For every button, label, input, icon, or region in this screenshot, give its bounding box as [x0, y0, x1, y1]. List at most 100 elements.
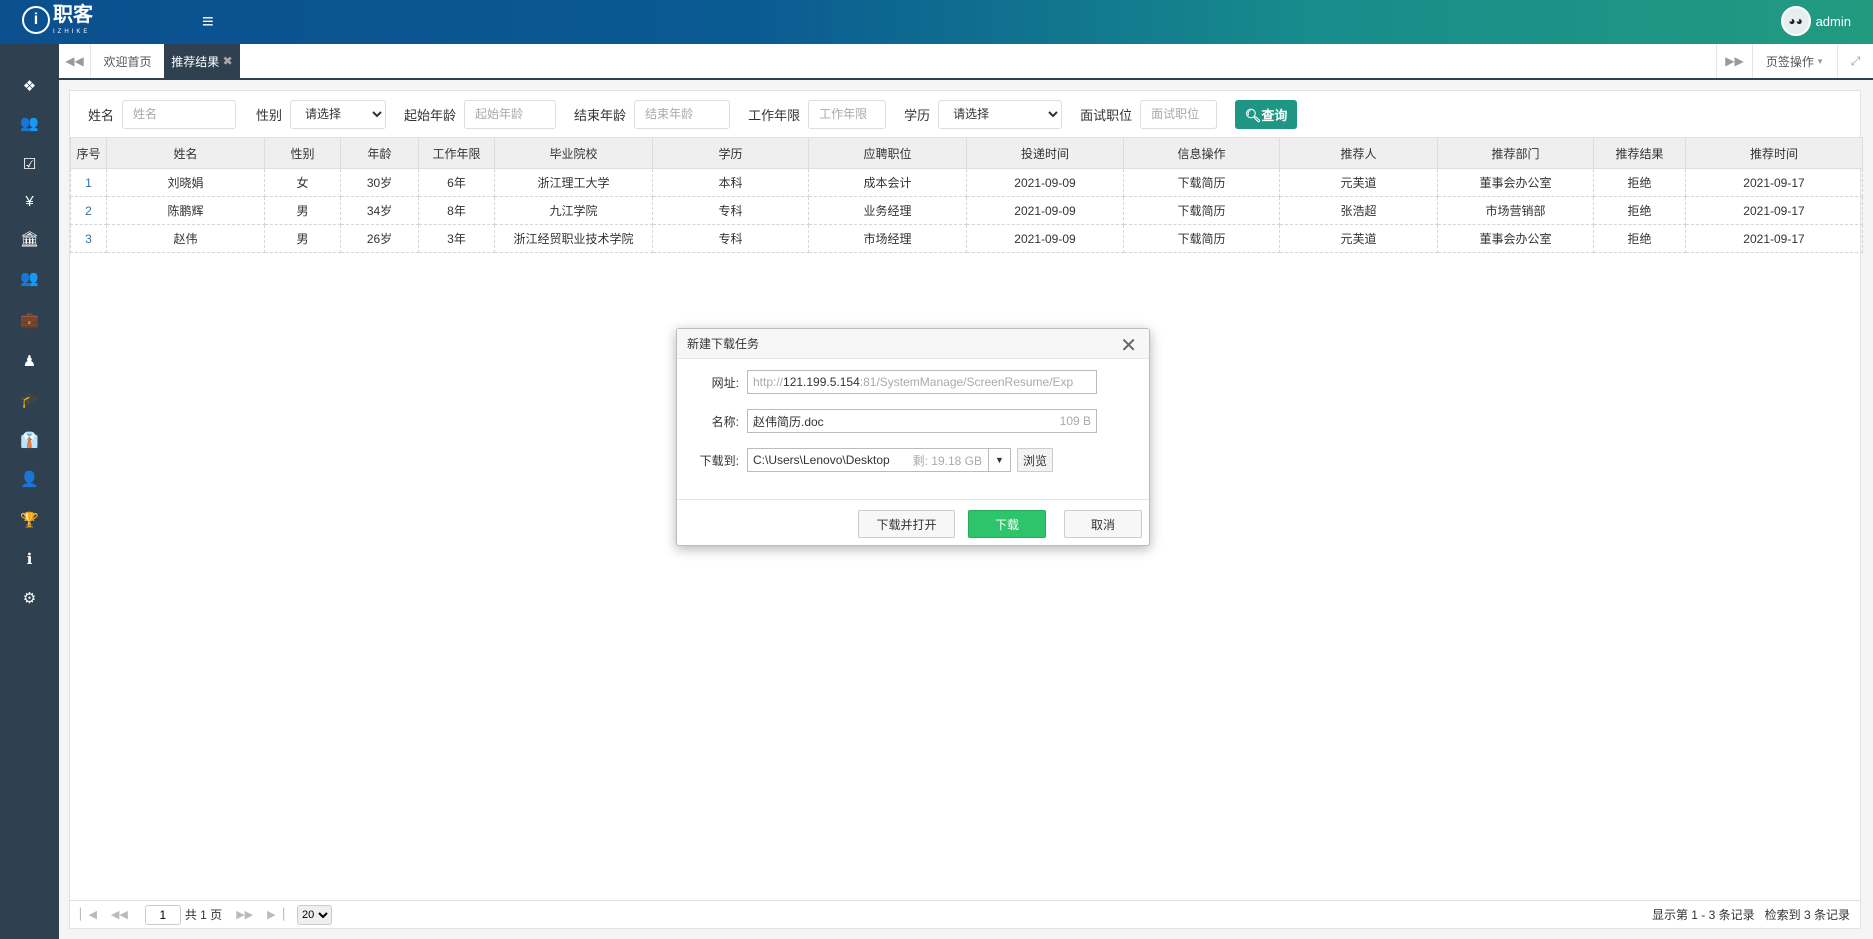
fullscreen-icon[interactable]: ⤢ [1837, 44, 1873, 78]
table-cell: 8年 [418, 196, 495, 225]
table-cell: 专科 [652, 224, 809, 253]
briefcase-icon[interactable]: 💼 [20, 312, 39, 329]
table-cell: 2021-09-09 [966, 196, 1124, 225]
avatar: ◕◕ [1780, 6, 1811, 36]
tabs-scroll-right-icon[interactable]: ▶▶ [1716, 44, 1752, 78]
column-header[interactable]: 姓名 [106, 137, 265, 169]
path-dropdown-icon[interactable]: ▼ [988, 449, 1010, 471]
male-icon[interactable]: 👔 [20, 432, 39, 449]
close-icon[interactable]: ✕ [1120, 335, 1137, 357]
download-resume-link[interactable]: 下载简历 [1123, 168, 1280, 197]
next-page-icon[interactable]: ▶▶ [236, 909, 254, 921]
prev-page-icon[interactable]: ◀◀ [110, 909, 128, 921]
start-age-input[interactable] [464, 99, 557, 129]
table-cell: 市场营销部 [1437, 196, 1594, 225]
column-header[interactable]: 工作年限 [418, 137, 495, 169]
page-ops-dropdown[interactable]: 页签操作 ▼ [1752, 44, 1837, 78]
search-button[interactable]: 🔍︎查询 [1235, 99, 1298, 129]
column-header[interactable]: 投递时间 [966, 137, 1124, 169]
table-row[interactable]: 1 刘晓娟女 30岁 6年 浙江理工大学 本科 成本会计 2021-09-09 下载简历 元芙道董… [70, 168, 1863, 197]
check-square-icon[interactable]: ☑ [22, 156, 37, 173]
education-select[interactable]: 请选择 [938, 99, 1063, 129]
download-and-open-button[interactable]: 下载并打开 [858, 510, 955, 538]
tab-recommend-results[interactable]: 推荐结果 ✖ [164, 44, 240, 78]
table-cell: 本科 [652, 168, 809, 197]
sidebar: ❖ 👥 ☑ ¥ 🏛 👥 💼 ♟ 🎓 👔 👤 🏆 ℹ ⚙ [0, 44, 59, 939]
name-input[interactable] [122, 99, 237, 129]
table-cell: 2021-09-09 [966, 224, 1124, 253]
download-resume-link[interactable]: 下载简历 [1123, 196, 1280, 225]
trophy-icon[interactable]: 🏆 [20, 512, 39, 529]
table-cell: 34岁 [340, 196, 419, 225]
table-cell: 市场经理 [808, 224, 967, 253]
column-header[interactable]: 推荐部门 [1437, 137, 1594, 169]
cubes-icon[interactable]: ❖ [22, 78, 37, 95]
table-cell: 男 [264, 196, 341, 225]
user-icon[interactable]: 👤 [20, 471, 39, 488]
table-cell: 拒绝 [1593, 196, 1686, 225]
column-header[interactable]: 学历 [652, 137, 809, 169]
table-cell: 董事会办公室 [1437, 224, 1594, 253]
table-cell: 6年 [418, 168, 495, 197]
table-row[interactable]: 3 赵伟男 26岁 3年 浙江经贸职业技术学院 专科 市场经理 2021-09-09 下载简历元… [70, 224, 1863, 253]
column-header[interactable]: 推荐结果 [1593, 137, 1686, 169]
download-dialog: 新建下载任务 ✕ 网址: http://121.199.5.154:81/Sys… [676, 328, 1150, 546]
column-header[interactable]: 性别 [264, 137, 341, 169]
cancel-button[interactable]: 取消 [1064, 510, 1142, 538]
column-header[interactable]: 应聘职位 [808, 137, 967, 169]
filename-field[interactable]: 赵伟简历.doc 109 B [747, 409, 1097, 433]
page-number-input[interactable] [144, 904, 181, 925]
users-icon[interactable]: 👥 [20, 115, 39, 132]
page-size-select[interactable]: 20 [297, 904, 333, 925]
first-page-icon[interactable]: ▏◀ [80, 909, 97, 921]
download-button[interactable]: 下载 [968, 510, 1046, 538]
menu-toggle-icon[interactable]: ≡ [202, 11, 214, 33]
table-cell: 女 [264, 168, 341, 197]
gender-select[interactable]: 请选择 [290, 99, 387, 129]
download-resume-link[interactable]: 下载简历 [1123, 224, 1280, 253]
table-cell: 浙江经贸职业技术学院 [494, 224, 653, 253]
url-field[interactable]: http://121.199.5.154:81/SystemManage/Scr… [747, 370, 1097, 394]
table-cell: 3 [70, 224, 107, 253]
tab-bar: ◀◀ 欢迎首页 推荐结果 ✖ ▶▶ 页签操作 ▼ ⤢ [59, 44, 1873, 80]
tabs-scroll-left-icon[interactable]: ◀◀ [65, 54, 84, 68]
logo: i 职客 IZHIKE [22, 4, 93, 36]
browse-button[interactable]: 浏览 [1017, 448, 1053, 472]
column-header[interactable]: 年龄 [340, 137, 419, 169]
column-header[interactable]: 推荐人 [1279, 137, 1438, 169]
table-cell: 赵伟 [106, 224, 265, 253]
column-header[interactable]: 序号 [70, 137, 107, 169]
table-cell: 元芙道 [1279, 224, 1438, 253]
table-cell: 专科 [652, 196, 809, 225]
table-cell: 董事会办公室 [1437, 168, 1594, 197]
table-cell: 26岁 [340, 224, 419, 253]
user-tie-icon[interactable]: ♟ [22, 353, 37, 370]
user-menu[interactable]: ◕◕ admin [1780, 6, 1851, 36]
yen-icon[interactable]: ¥ [25, 192, 34, 210]
path-field[interactable]: C:\Users\Lenovo\Desktop 剩: 19.18 GB ▼ [747, 448, 1011, 472]
column-header[interactable]: 推荐时间 [1685, 137, 1863, 169]
column-header[interactable]: 毕业院校 [494, 137, 653, 169]
table-row[interactable]: 2 陈鹏辉男 34岁 8年 九江学院 专科 业务经理 2021-09-09 下载简历 张浩超 市场营… [70, 196, 1863, 225]
table-cell: 张浩超 [1279, 196, 1438, 225]
table-cell: 拒绝 [1593, 224, 1686, 253]
table-cell: 浙江理工大学 [494, 168, 653, 197]
cogs-icon[interactable]: ⚙ [22, 590, 37, 607]
group-icon[interactable]: 👥 [20, 270, 39, 287]
work-years-input[interactable] [808, 99, 887, 129]
info-icon[interactable]: ℹ [26, 551, 33, 568]
position-input[interactable] [1140, 99, 1218, 129]
tab-home[interactable]: 欢迎首页 [90, 44, 164, 78]
table-cell: 业务经理 [808, 196, 967, 225]
pagination: ▏◀ ◀◀ 共 1 页 ▶▶ ▶▕ 20 显示第 1 - 3 条记录 检索到 3… [70, 900, 1860, 928]
column-header[interactable]: 信息操作 [1123, 137, 1280, 169]
tab-close-icon[interactable]: ✖ [222, 54, 233, 68]
last-page-icon[interactable]: ▶▕ [267, 909, 285, 921]
username: admin [1815, 13, 1851, 29]
bank-icon[interactable]: 🏛 [19, 231, 40, 248]
end-age-input[interactable] [634, 99, 731, 129]
table-cell: 拒绝 [1593, 168, 1686, 197]
table-cell: 男 [264, 224, 341, 253]
graduation-cap-icon[interactable]: 🎓 [20, 392, 39, 409]
table-cell: 2021-09-17 [1685, 196, 1863, 225]
